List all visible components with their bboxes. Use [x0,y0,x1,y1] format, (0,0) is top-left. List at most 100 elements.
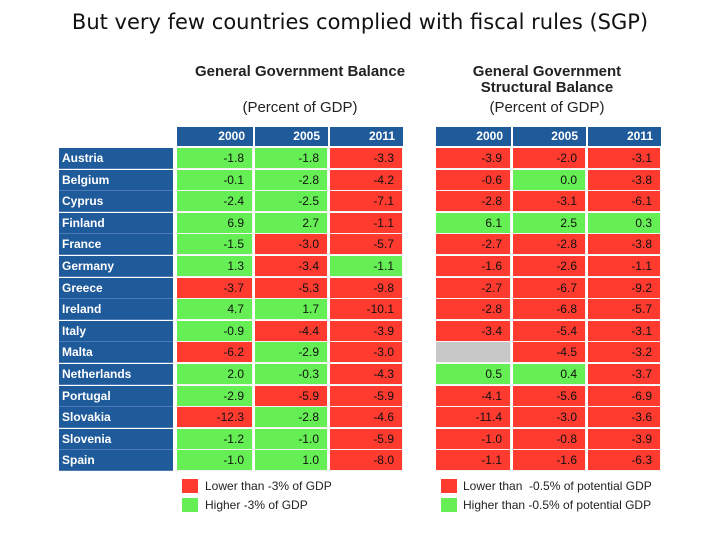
country-label: Spain [59,450,173,472]
data-cell: -5.7 [330,234,403,256]
data-cell: -6.9 [588,385,661,407]
country-label: France [59,234,173,256]
column-header-2000: 2000 [436,127,511,146]
data-cell: 1.3 [177,256,253,277]
data-cell: -3.9 [436,148,511,169]
data-cell: -11.4 [436,407,511,429]
data-cell: -0.9 [177,320,253,342]
data-cell: 0.5 [436,364,511,385]
data-cell: -2.8 [255,169,328,191]
legend-label: Higher -3% of GDP [205,498,308,512]
column-header-2011: 2011 [330,127,403,146]
data-cell: -7.1 [330,191,403,213]
data-cell: 1.0 [255,450,328,472]
data-cell: -3.0 [255,234,328,256]
data-cell: -3.1 [588,148,661,169]
data-cell: 0.0 [513,169,586,191]
data-cell: -1.2 [177,428,253,450]
panel-subtitle-structural: (Percent of GDP) [489,99,605,116]
data-cell: -2.8 [513,234,586,256]
data-cell: 6.9 [177,212,253,234]
data-cell: -3.1 [513,191,586,213]
data-cell: -5.6 [513,385,586,407]
legend-label: Lower than -0.5% of potential GDP [463,479,652,493]
data-cell: -0.3 [255,364,328,385]
data-cell: -2.7 [436,234,511,256]
data-cell: -1.0 [436,428,511,450]
data-cell: -12.3 [177,407,253,429]
column-header-2005: 2005 [255,127,328,146]
column-header-2000: 2000 [177,127,253,146]
data-cell: -2.6 [513,256,586,277]
data-cell: -2.9 [177,385,253,407]
data-cell: -3.9 [588,428,661,450]
data-cell: -1.5 [177,234,253,256]
data-cell: -4.5 [513,342,586,364]
data-cell: -3.3 [330,148,403,169]
data-cell: -4.1 [436,385,511,407]
data-cell: -2.7 [436,277,511,299]
legend-label: Lower than -3% of GDP [205,479,332,493]
data-cell: -2.5 [255,191,328,213]
data-cell: -1.8 [177,148,253,169]
legend-swatch-red [441,479,457,493]
data-cell: -5.9 [330,428,403,450]
panel-subtitle-balance: (Percent of GDP) [242,99,358,116]
data-cell: -1.1 [436,450,511,472]
data-cell: -9.2 [588,277,661,299]
data-cell: -5.9 [255,385,328,407]
country-label: Malta [59,342,173,364]
country-label: Slovakia [59,407,173,429]
country-label: Netherlands [59,364,173,385]
data-cell: -3.7 [177,277,253,299]
data-cell: 0.4 [513,364,586,385]
data-cell: -3.1 [588,320,661,342]
column-header-2011: 2011 [588,127,661,146]
data-cell: -1.0 [177,450,253,472]
data-cell: -4.3 [330,364,403,385]
data-cell: -2.0 [513,148,586,169]
country-label: Belgium [59,169,173,191]
data-cell: -3.0 [513,407,586,429]
data-cell: -6.2 [177,342,253,364]
data-cell: -3.4 [436,320,511,342]
data-cell: -5.7 [588,299,661,321]
data-cell: 0.3 [588,212,661,234]
legend-swatch-green [182,498,198,512]
data-cell: -1.1 [330,212,403,234]
data-cell: -8.0 [330,450,403,472]
data-cell: -6.3 [588,450,661,472]
data-cell: -2.4 [177,191,253,213]
data-cell: -3.4 [255,256,328,277]
data-cell: -1.8 [255,148,328,169]
column-header-2005: 2005 [513,127,586,146]
country-label: Finland [59,212,173,234]
data-cell: -2.8 [436,299,511,321]
country-label: Germany [59,256,173,277]
country-label: Ireland [59,299,173,321]
data-cell: -6.1 [588,191,661,213]
data-cell: -2.9 [255,342,328,364]
data-cell: -0.6 [436,169,511,191]
data-cell: -1.0 [255,428,328,450]
country-label: Austria [59,148,173,169]
data-cell: -1.1 [588,256,661,277]
data-cell: -4.2 [330,169,403,191]
data-cell: -5.4 [513,320,586,342]
data-cell: -3.0 [330,342,403,364]
country-label: Greece [59,277,173,299]
data-cell [436,342,511,364]
country-label: Slovenia [59,428,173,450]
country-label: Portugal [59,385,173,407]
data-cell: 1.7 [255,299,328,321]
data-cell: -3.2 [588,342,661,364]
data-cell: -3.8 [588,234,661,256]
data-cell: -1.6 [436,256,511,277]
data-cell: -6.8 [513,299,586,321]
country-label: Italy [59,320,173,342]
data-cell: -2.8 [255,407,328,429]
data-cell: -5.9 [330,385,403,407]
data-cell: -3.9 [330,320,403,342]
data-cell: -4.4 [255,320,328,342]
data-cell: -4.6 [330,407,403,429]
